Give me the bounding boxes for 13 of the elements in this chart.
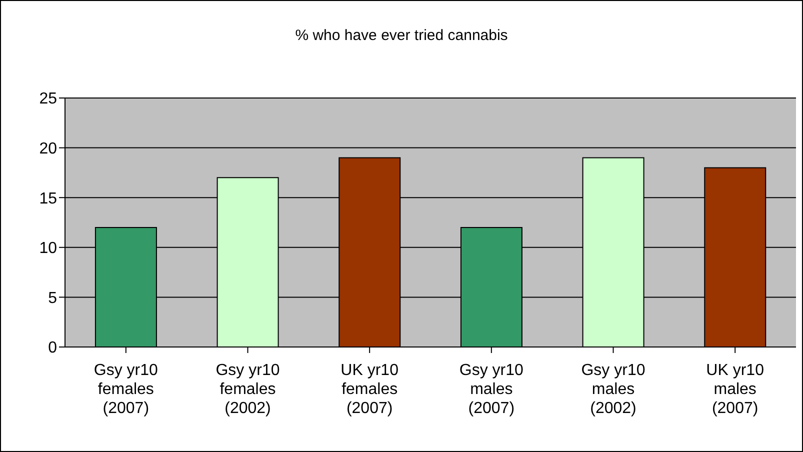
y-tick-label: 15: [39, 190, 58, 208]
x-tick-label: UK yr10 males (2007): [706, 362, 764, 417]
y-tick-label: 0: [48, 340, 58, 357]
x-tick-label: Gsy yr10 females (2007): [94, 362, 158, 417]
x-tick-label: Gsy yr10 males (2002): [581, 362, 646, 417]
y-tick-label: 20: [39, 140, 58, 158]
y-tick-label: 10: [39, 240, 58, 258]
y-tick-label: 25: [39, 90, 58, 108]
x-tick-label: UK yr10 females (2007): [340, 362, 399, 417]
x-tick-label: Gsy yr10 males (2007): [459, 362, 524, 417]
x-tick-label: Gsy yr10 females (2002): [216, 362, 280, 417]
chart-title: % who have ever tried cannabis: [294, 27, 509, 44]
y-tick-label: 5: [48, 290, 58, 307]
